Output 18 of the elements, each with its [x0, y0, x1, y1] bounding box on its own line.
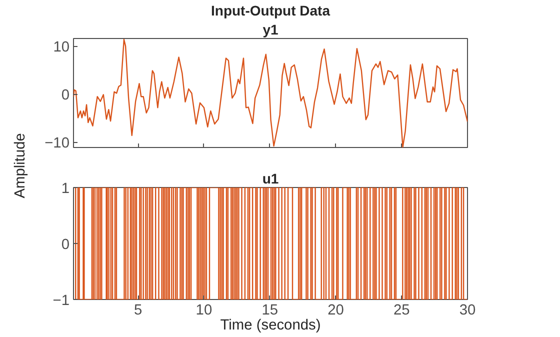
y-axis-title: Amplitude: [12, 133, 28, 198]
y-tick-label: −1: [52, 293, 70, 309]
y-tick-label: 0: [61, 88, 70, 104]
y-tick-label: 0: [61, 237, 70, 253]
line-series: [74, 38, 468, 148]
x-tick-label: 20: [328, 302, 344, 318]
x-tick-label: 10: [196, 302, 212, 318]
x-tick-label: 15: [262, 302, 278, 318]
x-tick-label: 25: [393, 302, 410, 318]
y-tick-label: 1: [61, 181, 70, 197]
chart-subtitle: y1: [262, 22, 278, 38]
y-tick-label: 10: [53, 40, 70, 56]
chart-title: Input-Output Data: [211, 2, 330, 18]
chart-title: u1: [262, 170, 279, 186]
y-tick-label: −10: [44, 136, 70, 152]
x-axis-title: Time (seconds): [220, 318, 321, 334]
x-tick-label: 30: [459, 302, 476, 318]
x-tick-label: 5: [134, 302, 142, 318]
